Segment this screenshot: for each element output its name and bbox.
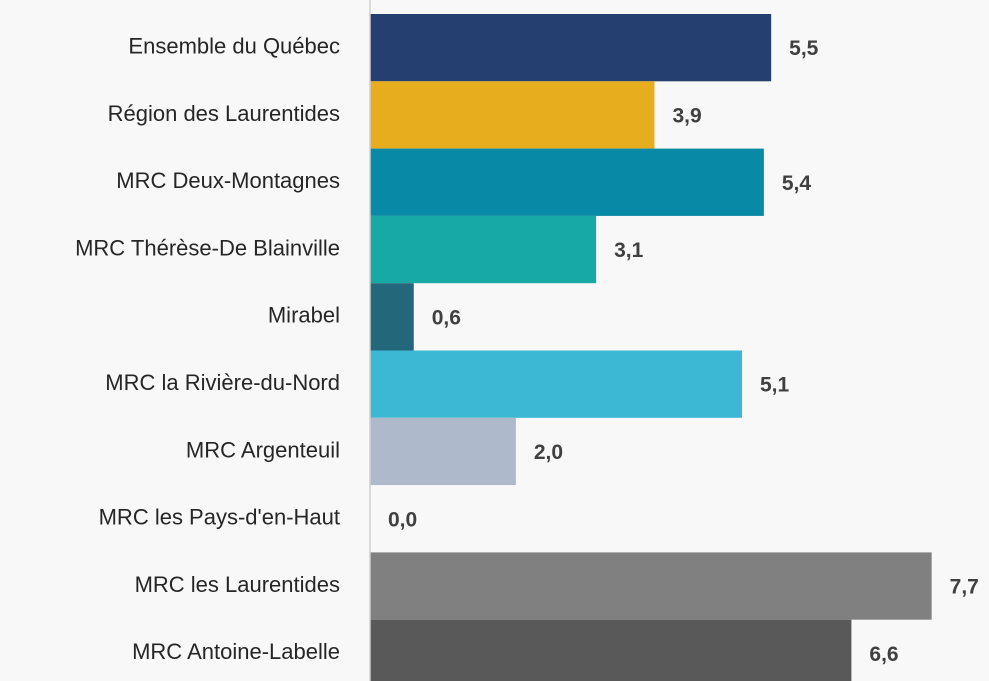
value-label: 5,1 (760, 374, 790, 397)
bar (370, 552, 932, 620)
category-label: MRC la Rivière-du-Nord (105, 370, 340, 395)
category-label: MRC Deux-Montagnes (116, 168, 340, 193)
value-label: 0,0 (388, 508, 417, 531)
category-label: Région des Laurentides (108, 101, 340, 126)
category-label: Mirabel (268, 303, 340, 328)
bar (370, 283, 414, 351)
bar (370, 417, 516, 486)
category-label: MRC Antoine-Labelle (132, 639, 340, 664)
bar (370, 81, 655, 149)
bar (370, 215, 597, 284)
category-label: MRC les Laurentides (135, 572, 340, 597)
category-label: MRC les Pays-d'en-Haut (99, 505, 340, 530)
category-label: Ensemble du Québec (128, 33, 340, 58)
value-label: 3,9 (672, 104, 701, 127)
bar (370, 148, 764, 216)
value-label: 7,7 (950, 576, 979, 599)
value-label: 5,5 (789, 37, 819, 60)
category-label: MRC Argenteuil (186, 437, 340, 462)
bar (370, 619, 852, 681)
value-label: 0,6 (432, 306, 461, 329)
value-label: 5,4 (782, 172, 812, 195)
value-label: 2,0 (534, 441, 563, 464)
value-label: 3,1 (614, 239, 644, 262)
bar (370, 14, 772, 82)
value-label: 6,6 (869, 643, 898, 666)
category-label: MRC Thérèse-De Blainville (75, 235, 340, 260)
bar (370, 350, 742, 418)
